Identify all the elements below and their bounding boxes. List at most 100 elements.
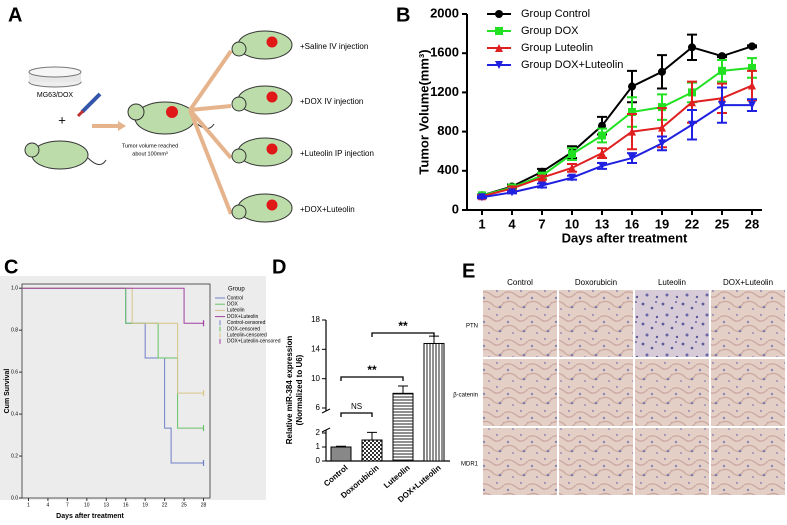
x-tick-label: 19: [142, 502, 148, 508]
y-tick-label: 2000: [430, 5, 459, 20]
point: [568, 173, 576, 182]
column-label: Control: [507, 278, 533, 287]
y-tick-label: 0: [316, 456, 321, 465]
row-label: MDR1: [461, 462, 479, 468]
y-axis-title: Relative miR-384 expression: [285, 336, 294, 445]
legend-label: Group Luteolin: [521, 42, 593, 54]
x-tick-label: 7: [66, 502, 69, 508]
survival-curve: [22, 287, 204, 429]
point: [628, 108, 636, 116]
point: [748, 42, 756, 51]
x-tick-label: 16: [123, 502, 129, 508]
x-tick-label: Control: [322, 463, 350, 488]
panel-a: A MG63/DOX + Tumor volume reached about …: [8, 4, 374, 223]
column-label: DOX+Luteolin: [723, 278, 773, 287]
ihc-image: [635, 359, 709, 426]
group-label: +Saline IV injection: [300, 42, 368, 51]
y-tick-label: 1.0: [11, 286, 18, 292]
significance-label: **: [367, 363, 377, 377]
y-tick-label: 14: [311, 344, 320, 353]
point: [568, 150, 576, 159]
survival-curve: [22, 287, 204, 324]
point: [598, 161, 606, 170]
arrow: [189, 104, 232, 112]
ihc-image: [559, 290, 633, 357]
mouse-body: [237, 137, 293, 167]
x-tick-label: 25: [715, 216, 729, 231]
x-tick-label: 28: [745, 216, 759, 231]
x-axis-title: Days after treatment: [56, 513, 124, 520]
mouse: [231, 30, 293, 60]
tumor: [266, 143, 278, 155]
point: [718, 101, 726, 110]
panel-letter: E: [462, 260, 475, 282]
y-tick-label: 10: [311, 374, 320, 383]
panel-letter: A: [8, 4, 22, 26]
point: [658, 139, 666, 148]
significance-bracket: [340, 376, 404, 381]
bar: [392, 392, 414, 462]
point: [748, 63, 756, 72]
ihc-image: [483, 359, 557, 426]
ihc-image: [711, 290, 785, 357]
axis-break: [321, 408, 331, 433]
plus: +: [58, 112, 66, 127]
x-tick-label: 4: [508, 216, 516, 231]
group-label: +Luteolin IP injection: [300, 149, 374, 158]
ihc-image: [711, 428, 785, 495]
legend-label: Control: [227, 295, 243, 301]
point: [495, 10, 503, 18]
ihc-image: [483, 290, 557, 357]
point: [598, 131, 606, 140]
point: [688, 98, 696, 107]
mouse-body: [237, 193, 293, 223]
point: [718, 52, 726, 61]
x-tick-label: 28: [201, 502, 207, 508]
panel-letter: B: [396, 4, 410, 26]
x-tick-label: 4: [47, 502, 50, 508]
y-tick-label: 0.6: [11, 369, 18, 375]
error-bar: [367, 431, 377, 440]
x-tick-label: 13: [103, 502, 109, 508]
series-line: [481, 66, 753, 197]
row-label: PTN: [466, 324, 478, 330]
y-tick-label: 1200: [430, 84, 459, 99]
tumor: [266, 199, 278, 211]
bar: [330, 446, 352, 462]
point: [538, 173, 546, 182]
x-tick-label: Luteolin: [382, 463, 412, 490]
point: [628, 82, 636, 91]
x-tick-label: 22: [685, 216, 699, 231]
significance-bracket: [340, 412, 373, 417]
point: [688, 120, 696, 129]
bar: [361, 439, 383, 462]
point: [658, 123, 666, 132]
legend-label: Luteolin: [227, 308, 245, 314]
point: [688, 43, 696, 52]
column-label: Doxorubicin: [575, 278, 617, 287]
bar: [423, 342, 445, 462]
arrow: [188, 49, 233, 112]
ihc-image: [635, 428, 709, 495]
panel-letter: D: [272, 256, 286, 278]
legend-label: Group DOX+Luteolin: [521, 59, 623, 71]
series-line: [481, 104, 752, 199]
syringe: [76, 109, 85, 118]
arms: +Saline IV injection +DOX IV injection +Lu…: [188, 30, 374, 223]
x-tick-label: 16: [625, 216, 639, 231]
error-bar: [398, 385, 408, 394]
plot-area: [21, 283, 211, 499]
mouse: [231, 137, 293, 167]
significance-label: NS: [351, 402, 362, 411]
x-tick-label: 1: [478, 216, 485, 231]
point: [538, 181, 546, 190]
series-line: [481, 45, 753, 197]
y-tick-label: 0.8: [11, 327, 18, 333]
x-tick-label: 25: [181, 502, 187, 508]
tumor-note: about 100mm³: [132, 151, 168, 157]
point: [628, 154, 636, 163]
point: [568, 163, 576, 172]
ihc-image: [635, 290, 709, 357]
legend-label: DOX-censored: [227, 326, 260, 332]
